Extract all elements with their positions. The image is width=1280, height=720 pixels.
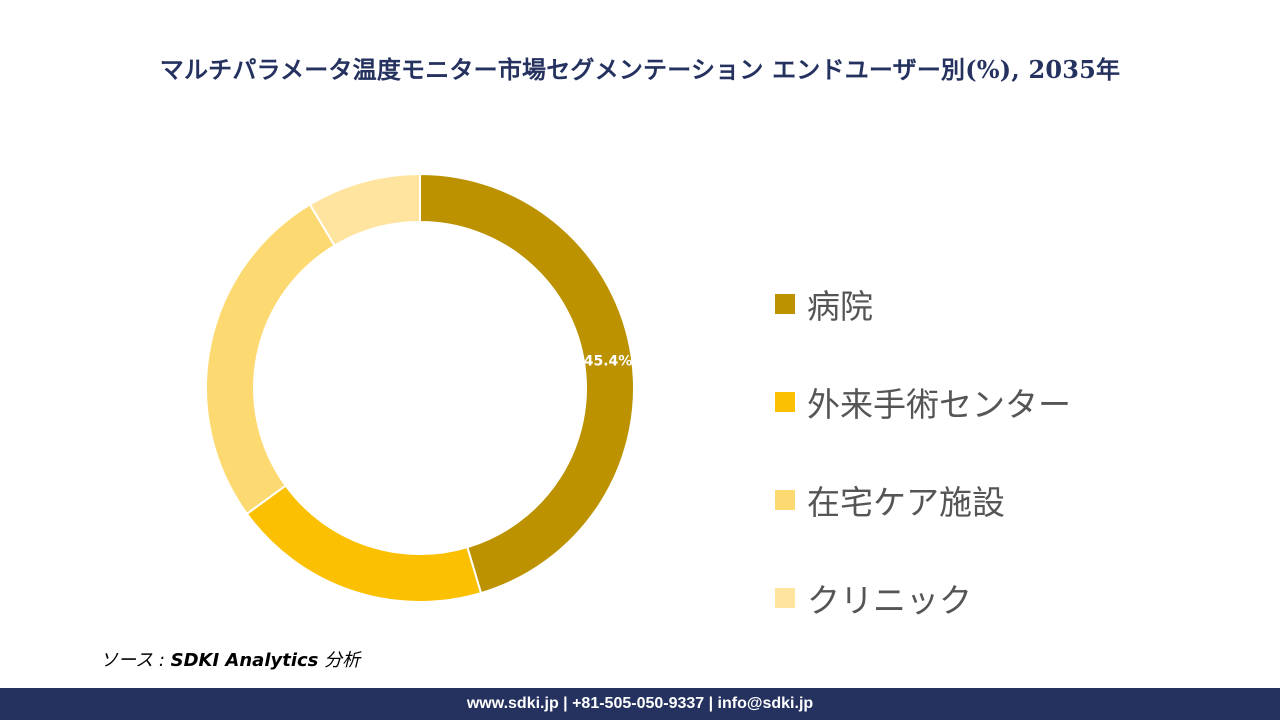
legend-label: 在宅ケア施設 [807, 483, 1005, 522]
footer-contact: www.sdki.jp | +81-505-050-9337 | info@sd… [0, 688, 1280, 720]
source-brand: SDKI Analytics [170, 650, 319, 671]
legend-swatch [775, 588, 795, 608]
legend-item: 病院 [775, 255, 1071, 353]
chart-legend: 病院 外来手術センター 在宅ケア施設 クリニック [775, 255, 1071, 647]
legend-item: 外来手術センター [775, 353, 1071, 451]
legend-label: 外来手術センター [807, 385, 1071, 424]
source-suffix: 分析 [318, 650, 361, 671]
source-note: ソース : SDKI Analytics 分析 [100, 646, 360, 672]
chart-title: マルチパラメータ温度モニター市場セグメンテーション エンドユーザー別(%), 2… [159, 55, 1121, 84]
legend-swatch [775, 392, 795, 412]
source-prefix: ソース : [100, 650, 171, 671]
legend-item: クリニック [775, 549, 1071, 647]
legend-label: 病院 [807, 287, 873, 326]
data-label: 45.4% [584, 354, 633, 370]
donut-slice [419, 172, 635, 595]
legend-label: クリニック [807, 581, 972, 620]
donut-slice [308, 172, 421, 248]
donut-slice [205, 203, 336, 516]
legend-swatch [775, 294, 795, 314]
legend-swatch [775, 490, 795, 510]
donut-slice [245, 484, 483, 603]
legend-item: 在宅ケア施設 [775, 451, 1071, 549]
